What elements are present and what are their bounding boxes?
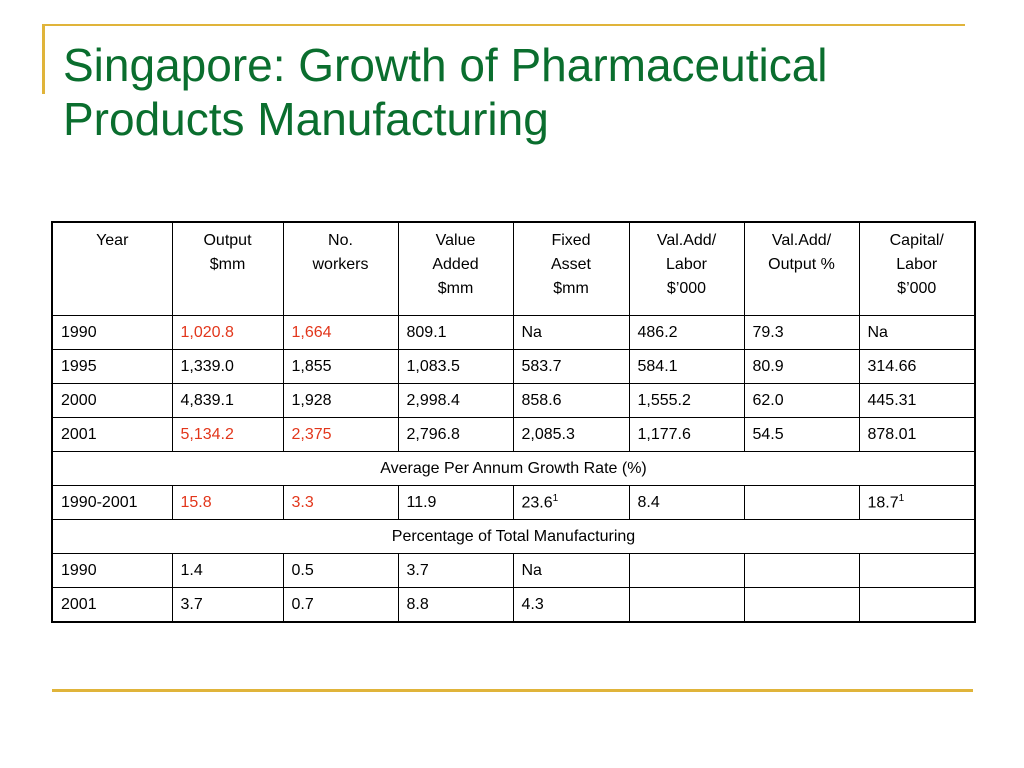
fixed-asset-growth-value: 23.6 (521, 494, 553, 512)
table-cell (858, 587, 976, 623)
capital-labor-growth-value: 18.7 (867, 494, 899, 512)
col-header-workers: No. workers (282, 221, 399, 316)
table-cell: 4.3 (512, 587, 630, 623)
table-cell: 1,664 (282, 315, 399, 350)
col-header-va-labor: Val.Add/Labor $’000 (628, 221, 745, 316)
col-header-va-output: Val.Add/Output % (743, 221, 860, 316)
slide-title: Singapore: Growth of Pharmaceutical Prod… (63, 38, 963, 146)
col-header-output: Output $mm (171, 221, 284, 316)
table-cell: 878.01 (858, 417, 976, 452)
table-cell: 858.6 (512, 383, 630, 418)
table-cell: 79.3 (743, 315, 860, 350)
footnote-marker: 1 (898, 492, 905, 504)
table-cell (743, 553, 860, 588)
table-cell (743, 485, 860, 520)
col-header-capital-labor: Capital/Labor $’000 (858, 221, 976, 316)
table-cell: Na (512, 553, 630, 588)
table-row: 1995 1,339.0 1,855 1,083.5 583.7 584.1 8… (51, 349, 976, 384)
table-cell: 584.1 (628, 349, 745, 384)
table-cell: 2,796.8 (397, 417, 514, 452)
table-row: 1990 1.4 0.5 3.7 Na (51, 553, 976, 588)
table-cell: 62.0 (743, 383, 860, 418)
table-cell: 486.2 (628, 315, 745, 350)
table-cell: 1990-2001 (51, 485, 173, 520)
table-cell: 5,134.2 (171, 417, 284, 452)
pharma-growth-table: Year Output $mm No. workers Value Added $mm … (51, 221, 976, 623)
table-cell: 8.8 (397, 587, 514, 623)
table-cell: 1995 (51, 349, 173, 384)
table-cell: 1,020.8 (171, 315, 284, 350)
table-cell: 2,085.3 (512, 417, 630, 452)
title-line-2: Products Manufacturing (63, 93, 549, 145)
table-cell: Na (858, 315, 976, 350)
table-cell: 11.9 (397, 485, 514, 520)
table-cell: 0.5 (282, 553, 399, 588)
table-cell: 1,855 (282, 349, 399, 384)
table-cell: 1,177.6 (628, 417, 745, 452)
table-cell: 3.7 (171, 587, 284, 623)
table-cell: Na (512, 315, 630, 350)
col-header-year: Year (51, 221, 173, 316)
left-accent-line (42, 24, 45, 94)
table-row: 1990-2001 15.8 3.3 11.9 23.61 8.4 18.71 (51, 485, 976, 520)
footnote-marker: 1 (552, 492, 559, 504)
table-cell: 80.9 (743, 349, 860, 384)
table-cell: 2000 (51, 383, 173, 418)
table-row: 2001 3.7 0.7 8.8 4.3 (51, 587, 976, 623)
table-cell: 1.4 (171, 553, 284, 588)
section-row-percentage: Percentage of Total Manufacturing (51, 519, 976, 554)
table-cell: 1990 (51, 315, 173, 350)
section-row-growth: Average Per Annum Growth Rate (%) (51, 451, 976, 486)
table-cell (743, 587, 860, 623)
table-cell (858, 553, 976, 588)
section-label-growth: Average Per Annum Growth Rate (%) (51, 451, 976, 486)
table-cell: 15.8 (171, 485, 284, 520)
col-header-value-added: Value Added $mm (397, 221, 514, 316)
top-divider-line (42, 24, 965, 26)
table-cell: 2001 (51, 587, 173, 623)
table-row: 2001 5,134.2 2,375 2,796.8 2,085.3 1,177… (51, 417, 976, 452)
table-cell: 8.4 (628, 485, 745, 520)
title-line-1: Singapore: Growth of Pharmaceutical (63, 39, 828, 91)
table-cell: 1,083.5 (397, 349, 514, 384)
table-cell: 809.1 (397, 315, 514, 350)
bottom-divider-line (52, 689, 973, 692)
table-cell: 583.7 (512, 349, 630, 384)
header-row: Year Output $mm No. workers Value Added $mm … (51, 221, 976, 316)
table-cell: 2,375 (282, 417, 399, 452)
table-row: 2000 4,839.1 1,928 2,998.4 858.6 1,555.2… (51, 383, 976, 418)
table-cell: 1,928 (282, 383, 399, 418)
table-cell: 1990 (51, 553, 173, 588)
table-cell: 1,555.2 (628, 383, 745, 418)
table-row: 1990 1,020.8 1,664 809.1 Na 486.2 79.3 N… (51, 315, 976, 350)
table-cell: 2001 (51, 417, 173, 452)
table-cell: 2,998.4 (397, 383, 514, 418)
table-cell (628, 587, 745, 623)
table-cell: 4,839.1 (171, 383, 284, 418)
table-cell: 54.5 (743, 417, 860, 452)
col-header-fixed-asset: Fixed Asset $mm (512, 221, 630, 316)
table-cell: 3.3 (282, 485, 399, 520)
table-cell: 23.61 (512, 485, 630, 520)
table-cell: 445.31 (858, 383, 976, 418)
table-cell (628, 553, 745, 588)
table-cell: 18.71 (858, 485, 976, 520)
table-cell: 314.66 (858, 349, 976, 384)
table-cell: 0.7 (282, 587, 399, 623)
section-label-percentage: Percentage of Total Manufacturing (51, 519, 976, 554)
table-cell: 1,339.0 (171, 349, 284, 384)
table-cell: 3.7 (397, 553, 514, 588)
